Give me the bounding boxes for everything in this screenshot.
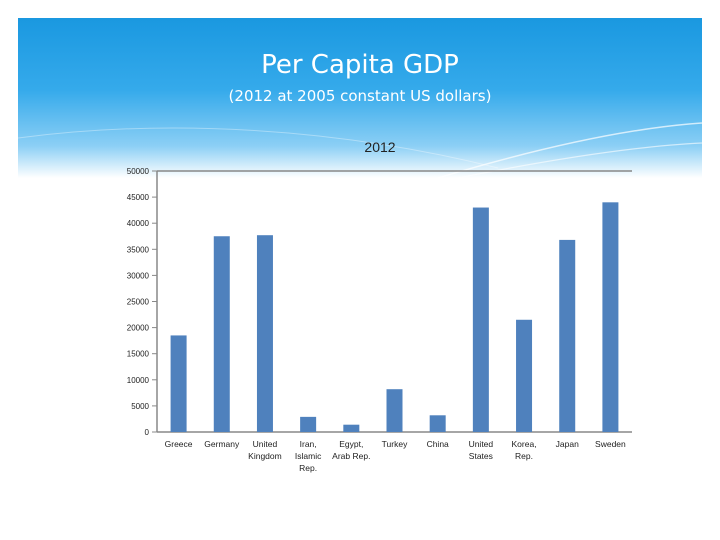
y-tick-label: 20000 [127, 324, 150, 333]
x-tick-label: United [469, 439, 494, 449]
header-band [18, 18, 702, 178]
y-tick-label: 35000 [127, 245, 150, 254]
x-tick-label: United [253, 439, 278, 449]
y-tick-label: 40000 [127, 219, 150, 228]
x-tick-label: Rep. [299, 463, 317, 473]
bar [213, 236, 230, 432]
y-tick-label: 15000 [127, 350, 150, 359]
bar [256, 235, 273, 432]
x-tick-label: Korea, [512, 439, 537, 449]
x-tick-label: Egypt, [339, 439, 363, 449]
slide-title: Per Capita GDP [261, 50, 459, 80]
x-tick-label: Rep. [515, 451, 533, 461]
y-tick-label: 25000 [127, 298, 150, 307]
bar [559, 239, 576, 432]
y-tick-label: 5000 [131, 402, 149, 411]
x-tick-label: Islamic [295, 451, 322, 461]
x-tick-label: China [427, 439, 449, 449]
x-tick-label: Greece [165, 439, 193, 449]
bar [472, 207, 489, 432]
x-tick-label: Iran, [300, 439, 317, 449]
x-tick-label: Sweden [595, 439, 626, 449]
x-tick-label: Kingdom [248, 451, 282, 461]
bar [429, 415, 446, 432]
x-tick-label: Arab Rep. [332, 451, 370, 461]
bar [386, 389, 403, 432]
bar [602, 202, 619, 432]
y-tick-label: 50000 [127, 167, 150, 176]
bar [343, 424, 360, 432]
x-tick-label: States [469, 451, 493, 461]
bar [516, 319, 533, 432]
y-tick-label: 0 [145, 428, 150, 437]
x-tick-label: Japan [556, 439, 579, 449]
y-tick-label: 45000 [127, 193, 150, 202]
bar [170, 335, 187, 432]
x-tick-label: Germany [204, 439, 240, 449]
slide-subtitle: (2012 at 2005 constant US dollars) [228, 87, 492, 105]
y-tick-label: 30000 [127, 271, 150, 280]
y-tick-label: 10000 [127, 376, 150, 385]
x-tick-label: Turkey [382, 439, 408, 449]
chart-title: 2012 [364, 139, 395, 155]
bar [300, 416, 317, 432]
